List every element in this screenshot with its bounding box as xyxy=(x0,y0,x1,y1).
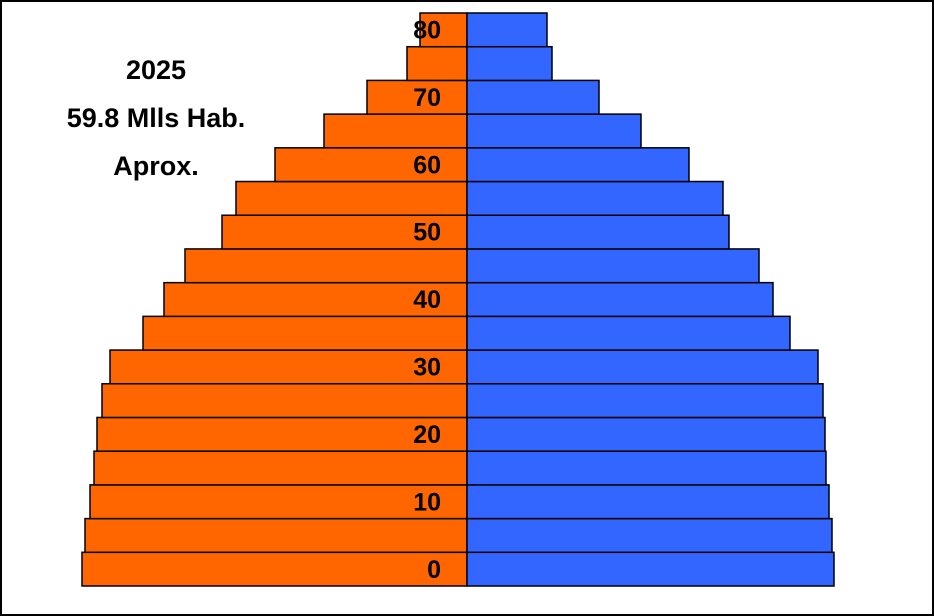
age-label: 30 xyxy=(413,354,441,382)
bar xyxy=(466,349,819,385)
bar xyxy=(96,416,468,452)
bar xyxy=(466,315,791,351)
annotation: 59.8 Mlls Hab. xyxy=(67,103,246,133)
bar xyxy=(93,450,468,486)
age-label: 0 xyxy=(427,556,441,584)
bar xyxy=(466,281,774,318)
bar xyxy=(221,214,468,250)
bar xyxy=(323,113,468,149)
bar xyxy=(466,248,760,284)
bar xyxy=(366,79,468,115)
bar xyxy=(466,180,724,216)
annotation: Aprox. xyxy=(113,151,199,181)
bar xyxy=(142,315,468,351)
age-label: 80 xyxy=(413,16,441,44)
bar xyxy=(466,517,833,554)
age-label: 50 xyxy=(413,219,441,247)
age-label: 40 xyxy=(413,286,441,314)
bars xyxy=(81,12,835,587)
bar xyxy=(466,383,824,419)
age-label: 60 xyxy=(413,151,441,179)
bar xyxy=(466,113,642,149)
labels: 0 10 20 30 40 50 60 70 80 2025 59.8 Mlls Hab. Aprox… xyxy=(67,16,441,583)
bar xyxy=(466,45,553,82)
bar xyxy=(466,484,830,520)
bar xyxy=(81,551,468,587)
age-label: 20 xyxy=(413,421,441,449)
age-label: 10 xyxy=(413,488,441,516)
bar xyxy=(101,383,468,419)
bar xyxy=(466,551,835,587)
annotation: 2025 xyxy=(126,55,186,85)
bar xyxy=(406,45,468,82)
bar xyxy=(466,450,827,486)
bar xyxy=(466,147,690,183)
bar xyxy=(163,281,468,318)
bar xyxy=(109,349,468,385)
bar xyxy=(466,416,826,452)
age-label: 70 xyxy=(413,84,441,112)
bar xyxy=(466,79,600,115)
bar xyxy=(84,517,468,554)
bar xyxy=(89,484,468,520)
bar xyxy=(466,12,548,48)
bar xyxy=(184,248,468,284)
bar xyxy=(466,214,730,250)
bar xyxy=(235,180,468,216)
